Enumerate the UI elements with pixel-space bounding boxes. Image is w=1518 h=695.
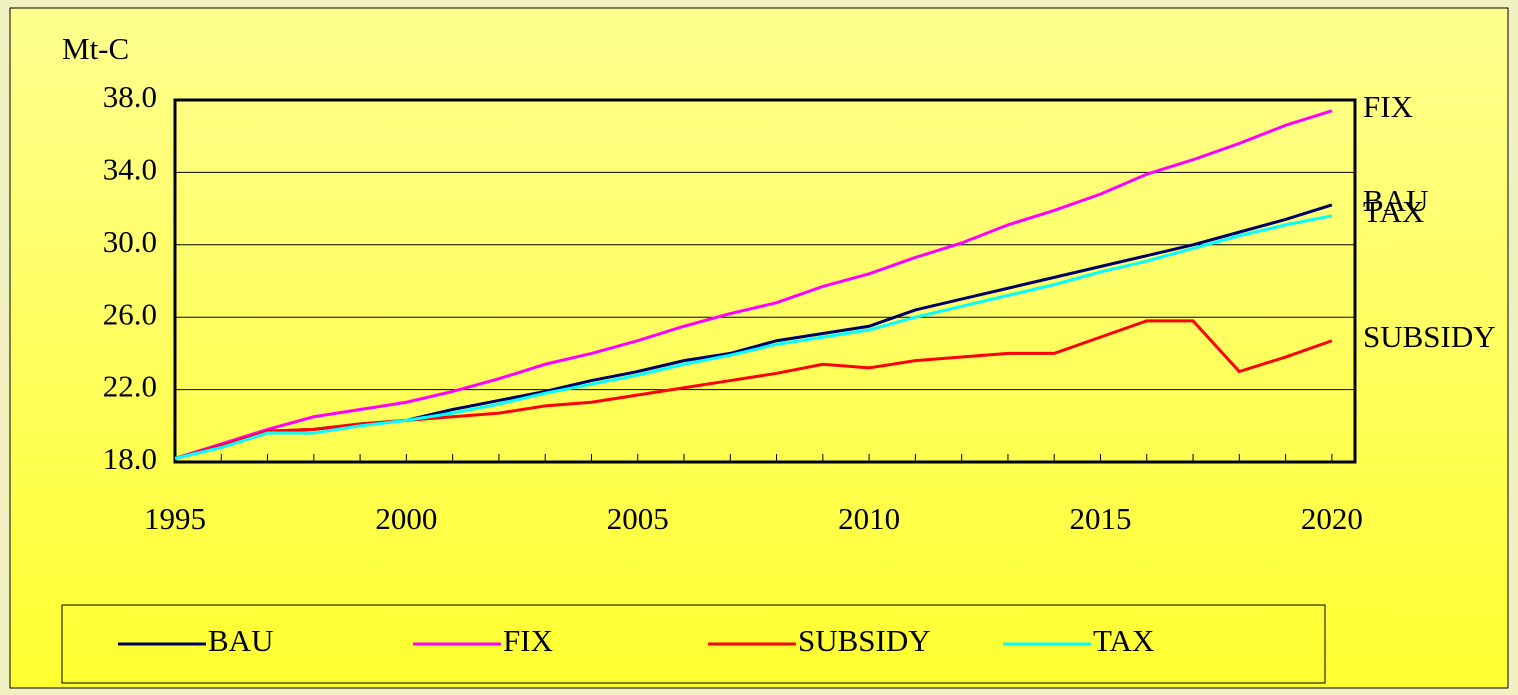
legend-label: BAU — [208, 623, 273, 658]
x-tick-label: 2005 — [607, 501, 669, 536]
series-end-label: SUBSIDY — [1363, 319, 1496, 354]
y-tick-label: 30.0 — [103, 224, 157, 259]
series-end-label: BAU — [1363, 183, 1428, 218]
legend-label: TAX — [1093, 623, 1154, 658]
legend-box — [61, 604, 1326, 684]
x-tick-label: 1995 — [144, 501, 206, 536]
x-tick-label: 2010 — [838, 501, 900, 536]
legend-label: FIX — [503, 623, 553, 658]
y-tick-label: 22.0 — [103, 369, 157, 404]
y-tick-label: 38.0 — [103, 79, 157, 114]
legend-label: SUBSIDY — [798, 623, 931, 658]
series-end-label: TAX — [1363, 194, 1424, 229]
series-line — [174, 109, 1333, 460]
x-tick-label: 2015 — [1069, 501, 1131, 536]
series-line — [174, 214, 1333, 460]
y-tick-label: 26.0 — [103, 296, 157, 331]
series-end-label: FIX — [1363, 89, 1413, 124]
y-tick-label: 34.0 — [103, 152, 157, 187]
x-tick-label: 2020 — [1301, 501, 1363, 536]
y-axis-label: Mt-C — [62, 31, 129, 66]
y-tick-label: 18.0 — [103, 441, 157, 476]
x-tick-label: 2000 — [375, 501, 437, 536]
